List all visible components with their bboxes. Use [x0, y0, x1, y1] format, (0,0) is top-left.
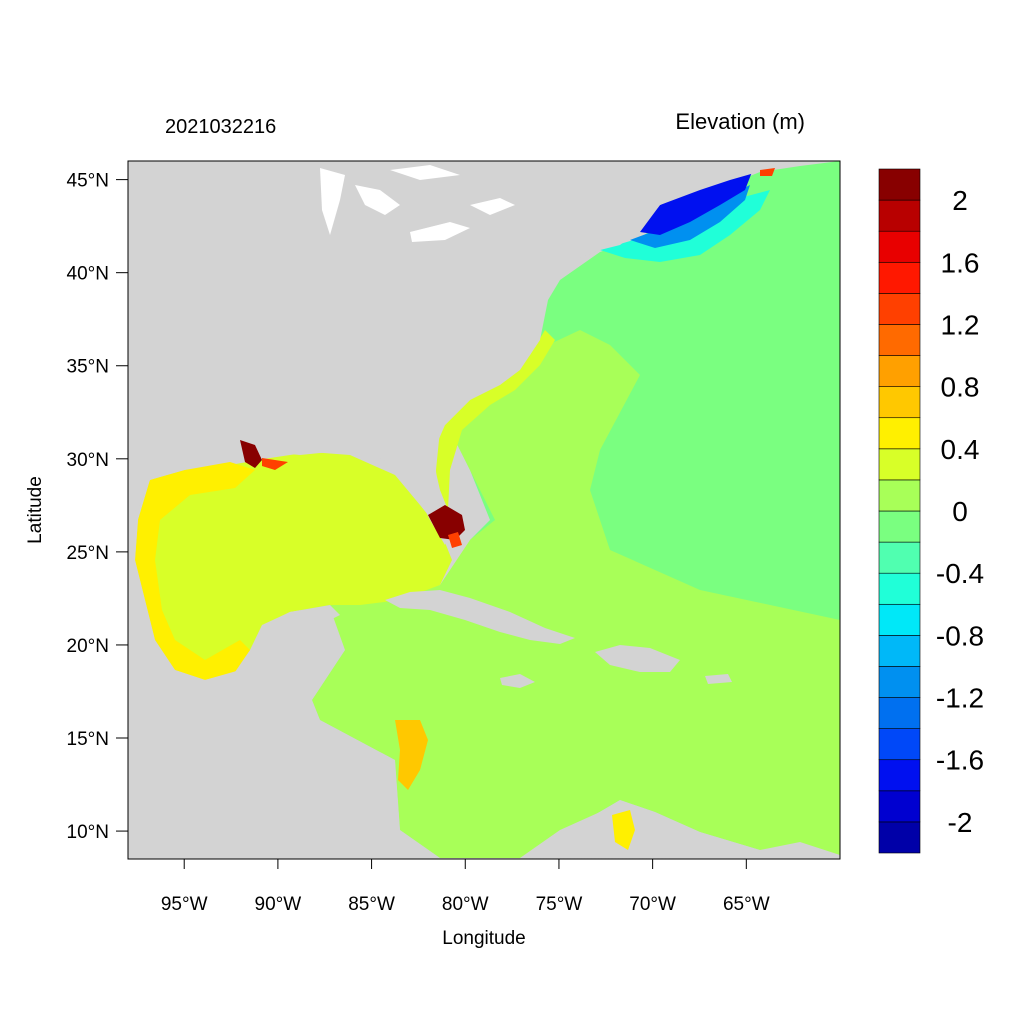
north-america-land [128, 161, 760, 545]
colorbar-swatch [878, 261, 921, 294]
surge-louisiana-coast [262, 458, 288, 470]
x-axis: 95°W 90°W 85°W 80°W 75°W 70°W 65°W [161, 859, 770, 915]
colorbar-swatch [878, 666, 921, 698]
gulf-of-maine-inner [640, 172, 752, 235]
surge-nova-scotia [760, 168, 775, 176]
colorbar-label: 0.8 [941, 372, 980, 403]
caribbean-sea [300, 330, 840, 859]
y-axis: 45°N 40°N 35°N 30°N 25°N 20°N 15°N 10°N [67, 171, 128, 843]
colorbar-label: -2 [948, 807, 973, 838]
south-america-land [520, 800, 840, 859]
colorbar-swatch [878, 324, 921, 356]
map-frame [127, 160, 841, 860]
y-tick-label: 30°N [67, 450, 109, 471]
y-tick-label: 20°N [67, 636, 109, 657]
gulf-of-mexico [135, 452, 452, 678]
colorbar-label: 1.6 [941, 247, 980, 278]
colorbar-swatch [878, 479, 921, 512]
y-tick-label: 25°N [67, 543, 109, 564]
y-tick-label: 40°N [67, 264, 109, 285]
colorbar-swatch [878, 572, 921, 605]
y-tick-label: 15°N [67, 729, 109, 750]
colorbar-label: 1.2 [941, 309, 980, 340]
colorbar-swatch [878, 230, 921, 263]
colorbar-swatch [878, 728, 921, 761]
great-lakes [320, 165, 515, 242]
colorbar-swatch [878, 541, 921, 574]
hispaniola-land [595, 645, 680, 672]
colorbar-swatch [878, 293, 921, 325]
y-tick-label: 10°N [67, 822, 109, 843]
colorbar-swatch [878, 448, 921, 481]
colorbar-swatch [878, 697, 921, 729]
x-tick-label: 80°W [442, 894, 489, 915]
yucatan-land [265, 605, 340, 640]
colorbar-label: -0.8 [936, 620, 984, 651]
colorbar-label: -1.2 [936, 683, 984, 714]
colorbar-swatch [878, 417, 921, 450]
colorbar-swatch [878, 510, 921, 543]
colorbar: 2 1.6 1.2 0.8 0.4 0 -0.4 -0.8 -1.2 -1.6 -2 [878, 168, 984, 854]
y-tick-label: 45°N [67, 171, 109, 192]
surge-louisiana [240, 440, 262, 468]
colorbar-swatch [878, 790, 921, 823]
colorbar-swatch [878, 199, 921, 232]
colorbar-label: 2 [952, 185, 968, 216]
colorbar-swatch [878, 821, 921, 854]
cuba-land [385, 590, 575, 644]
surge-south-florida [428, 505, 465, 540]
mexico-central-america-land [128, 520, 440, 858]
colorbar-label: -1.6 [936, 745, 984, 776]
surge-florida-keys [448, 532, 462, 548]
x-axis-title: Longitude [442, 928, 525, 949]
puerto-rico-land [705, 674, 732, 684]
colorbar-label: 0 [952, 496, 968, 527]
y-tick-label: 35°N [67, 357, 109, 378]
x-tick-label: 70°W [629, 894, 676, 915]
atlantic-shelf [436, 330, 555, 510]
venezuela-coastal-band [612, 810, 635, 850]
colorbar-swatch [878, 603, 921, 636]
x-tick-label: 95°W [161, 894, 208, 915]
x-tick-label: 85°W [348, 894, 395, 915]
colorbar-swatch [878, 168, 921, 201]
colorbar-swatch [878, 355, 921, 387]
colorbar-label: 0.4 [941, 434, 980, 465]
nicaragua-coastal-band [395, 720, 428, 790]
variable-label: Elevation (m) [675, 109, 805, 134]
map-panel [128, 161, 840, 859]
colorbar-swatch [878, 759, 921, 792]
timestamp-label: 2021032216 [165, 116, 276, 138]
x-tick-label: 75°W [536, 894, 583, 915]
gulf-coastal-band [135, 462, 255, 680]
x-tick-label: 65°W [723, 894, 770, 915]
y-axis-title: Latitude [25, 476, 46, 544]
colorbar-swatch [878, 635, 921, 667]
jamaica-land [500, 674, 535, 688]
x-tick-label: 90°W [255, 894, 302, 915]
colorbar-swatch [878, 386, 921, 419]
colorbar-label: -0.4 [936, 558, 984, 589]
